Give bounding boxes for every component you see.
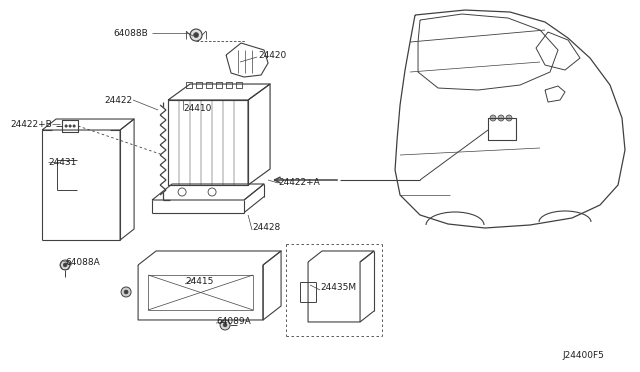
Text: 24422: 24422	[104, 96, 132, 105]
Text: 24415: 24415	[185, 278, 214, 286]
Circle shape	[63, 263, 67, 267]
Circle shape	[124, 290, 128, 294]
Circle shape	[498, 115, 504, 121]
Text: 64089A: 64089A	[216, 317, 251, 327]
Text: 24420: 24420	[258, 51, 286, 60]
Circle shape	[506, 115, 512, 121]
Circle shape	[73, 125, 76, 127]
Text: 24410: 24410	[183, 103, 211, 112]
Circle shape	[69, 125, 71, 127]
Text: 64088A: 64088A	[65, 259, 100, 267]
Text: 24422+A: 24422+A	[278, 177, 320, 186]
Circle shape	[223, 323, 227, 327]
Circle shape	[65, 125, 67, 127]
Circle shape	[220, 320, 230, 330]
Circle shape	[190, 29, 202, 41]
Circle shape	[490, 115, 496, 121]
Text: 24431: 24431	[48, 157, 76, 167]
Circle shape	[193, 32, 198, 38]
Text: 64088B: 64088B	[113, 29, 148, 38]
Text: 24428: 24428	[252, 224, 280, 232]
Circle shape	[121, 287, 131, 297]
Text: 24435M: 24435M	[320, 283, 356, 292]
Text: 24422+B: 24422+B	[10, 119, 52, 128]
Text: J24400F5: J24400F5	[562, 352, 604, 360]
Circle shape	[60, 260, 70, 270]
